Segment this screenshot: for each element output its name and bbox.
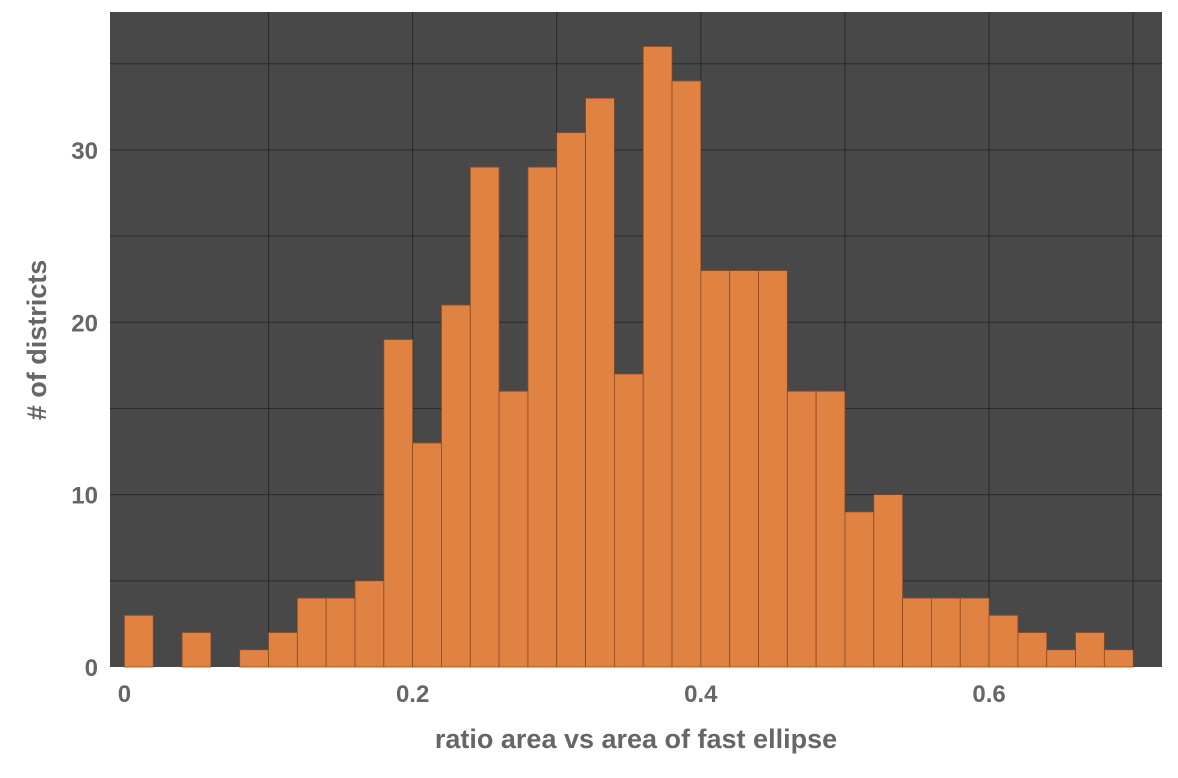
- y-tick-label: 10: [71, 483, 98, 510]
- histogram-bar: [556, 132, 586, 668]
- x-axis-ticks: 0 0.2 0.4 0.6: [118, 681, 1006, 708]
- y-tick-label: 0: [85, 655, 98, 682]
- histogram-bar: [988, 614, 1019, 668]
- x-tick-label: 0.2: [396, 681, 429, 708]
- histogram-bar: [469, 166, 500, 668]
- histogram-bar: [527, 166, 558, 668]
- histogram-bar: [325, 597, 356, 668]
- histogram-bar: [642, 46, 673, 668]
- histogram-bar: [815, 390, 846, 668]
- histogram-bar: [1075, 632, 1105, 668]
- x-axis-label: ratio area vs area of fast ellipse: [435, 724, 837, 754]
- histogram-bar: [700, 270, 731, 668]
- x-tick-label: 0.6: [972, 681, 1005, 708]
- histogram-bar: [758, 270, 788, 668]
- histogram-bar: [729, 270, 759, 668]
- histogram-bar: [613, 373, 644, 668]
- histogram-bar: [296, 597, 327, 668]
- histogram-bar: [786, 390, 817, 668]
- y-axis-ticks: 0 10 20 30: [71, 138, 98, 682]
- histogram-bars: [124, 46, 1134, 668]
- y-tick-label: 20: [71, 310, 98, 337]
- histogram-bar: [239, 649, 269, 668]
- histogram-bar: [931, 597, 961, 668]
- histogram-bar: [902, 597, 932, 668]
- histogram-bar: [354, 580, 385, 668]
- histogram-bar: [873, 494, 904, 668]
- x-tick-label: 0: [118, 681, 131, 708]
- y-tick-label: 30: [71, 138, 98, 165]
- histogram-bar: [844, 511, 875, 668]
- histogram-bar: [383, 339, 414, 668]
- histogram-bar: [124, 614, 154, 668]
- histogram-bar: [441, 304, 471, 668]
- histogram-bar: [1017, 632, 1048, 668]
- histogram-bar: [268, 632, 298, 668]
- histogram-bar: [1103, 649, 1134, 668]
- histogram-bar: [671, 80, 702, 668]
- y-axis-label: # of districts: [22, 260, 52, 421]
- histogram-bar: [585, 97, 615, 668]
- histogram-bar: [412, 442, 442, 668]
- histogram-bar: [959, 597, 990, 668]
- x-tick-label: 0.4: [684, 681, 718, 708]
- histogram-bar: [1046, 649, 1076, 668]
- histogram-bar: [181, 632, 212, 668]
- histogram-bar: [498, 390, 529, 668]
